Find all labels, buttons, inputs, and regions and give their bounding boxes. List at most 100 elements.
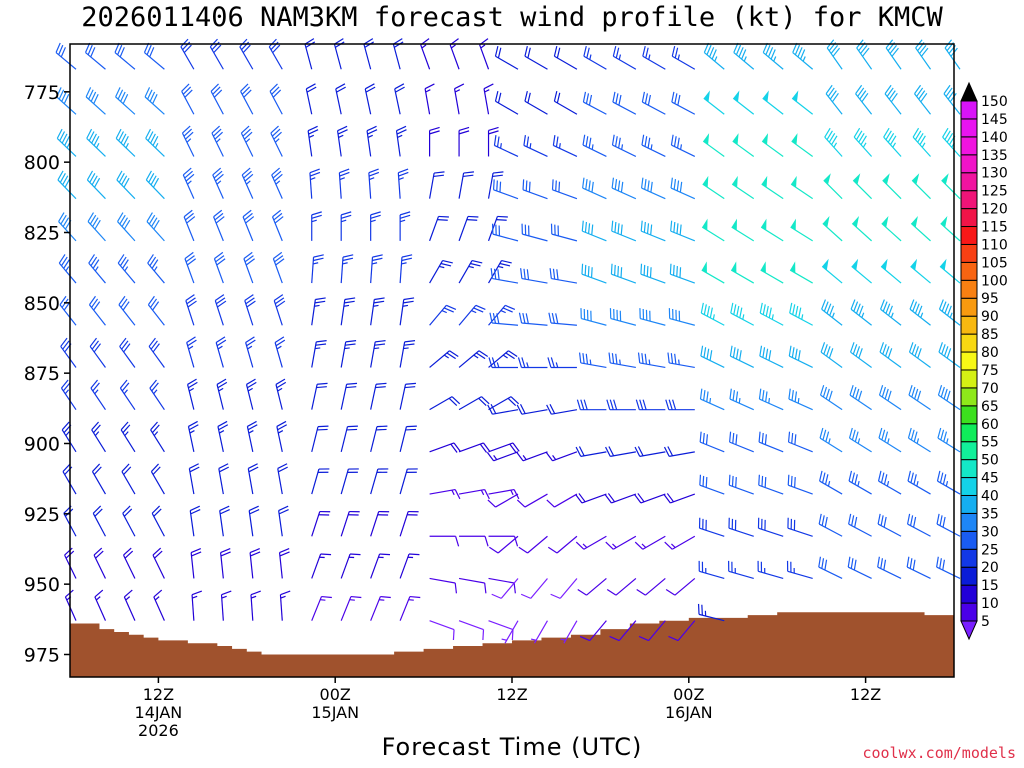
barb-half-flag <box>94 431 100 436</box>
wind-barb <box>122 547 136 579</box>
barb-half-flag <box>833 142 838 148</box>
colorbar-label: 50 <box>981 453 999 469</box>
barb-flag <box>56 128 63 139</box>
barb-flag <box>826 346 831 357</box>
wind-barb <box>670 220 696 242</box>
barb-shaft <box>279 594 283 621</box>
barb-flag <box>344 297 356 301</box>
barb-flag <box>547 546 558 554</box>
barb-flag <box>151 259 159 269</box>
colorbar-label: 35 <box>981 506 999 522</box>
barb-flag <box>185 212 194 221</box>
barb-flag <box>679 181 683 193</box>
barb-flag <box>946 305 952 316</box>
barb-flag <box>90 47 96 58</box>
barb-flag <box>492 179 495 190</box>
barb-flag <box>641 353 644 364</box>
y-tick-label: 825 <box>24 222 60 244</box>
barb-flag <box>123 135 129 146</box>
barb-half-flag <box>125 596 131 601</box>
barb-half-flag <box>401 262 407 265</box>
barb-half-flag <box>648 54 651 60</box>
wind-barb <box>429 535 460 547</box>
wind-barb <box>787 517 813 537</box>
barb-flag <box>190 548 202 554</box>
barb-flag <box>524 45 528 57</box>
wind-barb <box>937 427 961 453</box>
wind-barb <box>123 589 136 621</box>
barb-flag <box>458 126 470 132</box>
barb-flag <box>525 313 529 324</box>
barb-flag <box>819 427 824 439</box>
wind-barb <box>488 488 520 500</box>
barb-flag <box>663 494 671 504</box>
barb-flag <box>939 515 943 526</box>
barb-flag <box>272 89 282 98</box>
wind-barb <box>501 620 519 644</box>
barb-flag <box>429 126 440 132</box>
barb-flag <box>522 179 525 190</box>
barb-flag <box>513 536 519 547</box>
barb-shaft <box>583 55 607 70</box>
barb-shaft <box>700 355 725 369</box>
barb-pennant <box>731 261 737 274</box>
barb-shaft <box>826 47 843 70</box>
wind-barb <box>553 45 578 70</box>
barb-flag <box>736 305 740 317</box>
barb-half-flag <box>125 142 129 149</box>
barb-flag <box>149 256 157 267</box>
barb-shaft <box>249 552 254 579</box>
barb-shaft <box>670 230 696 242</box>
barb-flag <box>877 556 880 568</box>
barb-half-flag <box>582 543 588 549</box>
barb-flag <box>279 548 290 554</box>
barb-flag <box>308 129 319 135</box>
barb-flag <box>91 340 99 350</box>
barb-flag <box>853 127 861 138</box>
barb-shaft <box>429 304 447 326</box>
wind-barb <box>116 170 136 200</box>
barb-flag <box>640 263 643 275</box>
barb-shaft <box>732 97 755 115</box>
barb-flag <box>94 219 101 230</box>
wind-barb <box>210 83 224 115</box>
barb-half-flag <box>857 480 860 487</box>
barb-shaft <box>118 304 136 326</box>
barb-flag <box>551 179 554 190</box>
barb-shaft <box>424 88 431 115</box>
barb-shaft <box>938 394 961 411</box>
barb-shaft <box>533 620 548 644</box>
barb-flag <box>401 257 413 262</box>
wind-barb <box>311 425 329 453</box>
wind-barb <box>220 590 232 621</box>
barb-flag <box>275 258 285 266</box>
barb-shaft <box>703 97 725 115</box>
barb-shaft <box>399 468 408 495</box>
barb-flag <box>588 223 591 234</box>
barb-shaft <box>671 535 696 550</box>
barb-flag <box>889 44 897 54</box>
barb-flag <box>450 443 458 453</box>
barb-flag <box>858 132 865 143</box>
barb-flag <box>942 559 946 571</box>
barb-shaft <box>550 322 577 326</box>
barb-half-flag <box>251 595 257 599</box>
barb-flag <box>455 536 460 547</box>
barb-shaft <box>581 493 607 504</box>
barb-shaft <box>849 437 872 453</box>
barb-shaft <box>116 179 136 200</box>
barb-flag <box>548 312 552 324</box>
barb-shaft <box>758 527 784 537</box>
wind-barb <box>493 135 519 158</box>
barb-shaft <box>272 258 283 284</box>
barb-flag <box>311 214 322 219</box>
barb-shaft <box>580 362 607 369</box>
barb-half-flag <box>439 265 445 269</box>
barb-flag <box>122 259 129 269</box>
wind-barb <box>878 427 902 453</box>
x-tick-label: 15JAN <box>311 703 359 722</box>
wind-barb <box>399 553 420 579</box>
barb-flag <box>375 386 386 389</box>
barb-shaft <box>937 480 961 495</box>
terrain-area <box>70 612 954 677</box>
